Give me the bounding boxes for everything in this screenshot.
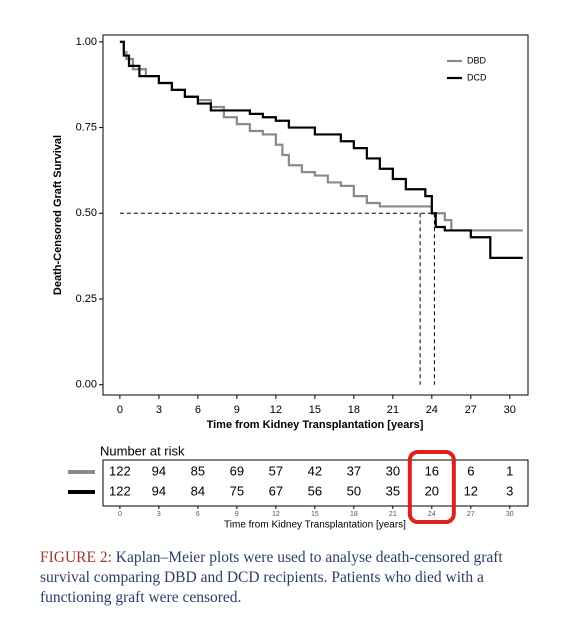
- risk-count: 75: [230, 483, 244, 498]
- risk-x-tick-label: 0: [118, 511, 122, 518]
- risk-count: 42: [308, 463, 322, 478]
- highlight-box: [407, 450, 456, 524]
- risk-count: 56: [308, 483, 322, 498]
- y-tick-label: 1.00: [76, 36, 97, 48]
- risk-count: 50: [347, 483, 361, 498]
- x-tick-label: 12: [270, 404, 282, 416]
- risk-count: 1: [506, 463, 513, 478]
- x-tick-label: 15: [309, 404, 321, 416]
- y-tick-label: 0.75: [76, 121, 97, 133]
- legend-label: DBD: [467, 55, 487, 65]
- risk-count: 16: [425, 463, 439, 478]
- x-tick-label: 6: [195, 404, 201, 416]
- risk-x-tick-label: 30: [506, 511, 514, 518]
- survival-curve: [119, 40, 523, 259]
- risk-count: 6: [467, 463, 474, 478]
- risk-count: 69: [230, 463, 244, 478]
- risk-count: 85: [191, 463, 205, 478]
- caption: FIGURE 2: Kaplan–Meier plots were used t…: [40, 548, 540, 608]
- risk-x-tick-label: 3: [157, 511, 161, 518]
- risk-count: 3: [506, 483, 513, 498]
- risk-count: 30: [386, 463, 400, 478]
- x-tick-label: 3: [156, 404, 162, 416]
- risk-count: 94: [152, 483, 166, 498]
- risk-x-tick-label: 12: [272, 511, 280, 518]
- risk-x-tick-label: 27: [467, 511, 475, 518]
- x-axis-label: Time from Kidney Transplantation [years]: [207, 419, 424, 431]
- risk-count: 94: [152, 463, 166, 478]
- plot-frame: [102, 34, 529, 396]
- risk-count: 67: [269, 483, 283, 498]
- risk-count: 122: [109, 483, 131, 498]
- x-tick-label: 0: [117, 404, 123, 416]
- y-axis-label: Death-Censored Graft Survival: [52, 135, 64, 295]
- y-tick-label: 0.25: [76, 293, 97, 305]
- risk-count: 12: [464, 483, 478, 498]
- risk-table-frame: [102, 459, 529, 507]
- risk-table-x-label: Time from Kidney Transplantation [years]: [224, 520, 406, 531]
- legend-label: DCD: [467, 72, 487, 82]
- x-tick-label: 30: [504, 404, 516, 416]
- risk-x-tick-label: 9: [235, 511, 239, 518]
- caption-text: Kaplan–Meier plots were used to analyse …: [40, 549, 503, 606]
- x-tick-label: 9: [234, 404, 240, 416]
- caption-label: FIGURE 2:: [40, 549, 112, 566]
- risk-x-tick-label: 6: [196, 511, 200, 518]
- risk-count: 122: [109, 463, 131, 478]
- x-tick-label: 27: [465, 404, 477, 416]
- risk-x-tick-label: 24: [428, 511, 436, 518]
- x-tick-label: 21: [387, 404, 399, 416]
- risk-count: 57: [269, 463, 283, 478]
- y-tick-label: 0.00: [76, 379, 97, 391]
- x-tick-label: 18: [348, 404, 360, 416]
- risk-count: 37: [347, 463, 361, 478]
- y-tick-label: 0.50: [76, 207, 97, 219]
- risk-x-tick-label: 15: [311, 511, 319, 518]
- risk-count: 35: [386, 483, 400, 498]
- chart: Time from Kidney Transplantation [years]…: [52, 34, 529, 531]
- risk-count: 20: [425, 483, 439, 498]
- risk-x-tick-label: 18: [350, 511, 358, 518]
- risk-table-title: Number at risk: [100, 443, 185, 458]
- risk-x-tick-label: 21: [389, 511, 397, 518]
- survival-curve: [119, 40, 523, 232]
- x-tick-label: 24: [426, 404, 438, 416]
- risk-count: 84: [191, 483, 205, 498]
